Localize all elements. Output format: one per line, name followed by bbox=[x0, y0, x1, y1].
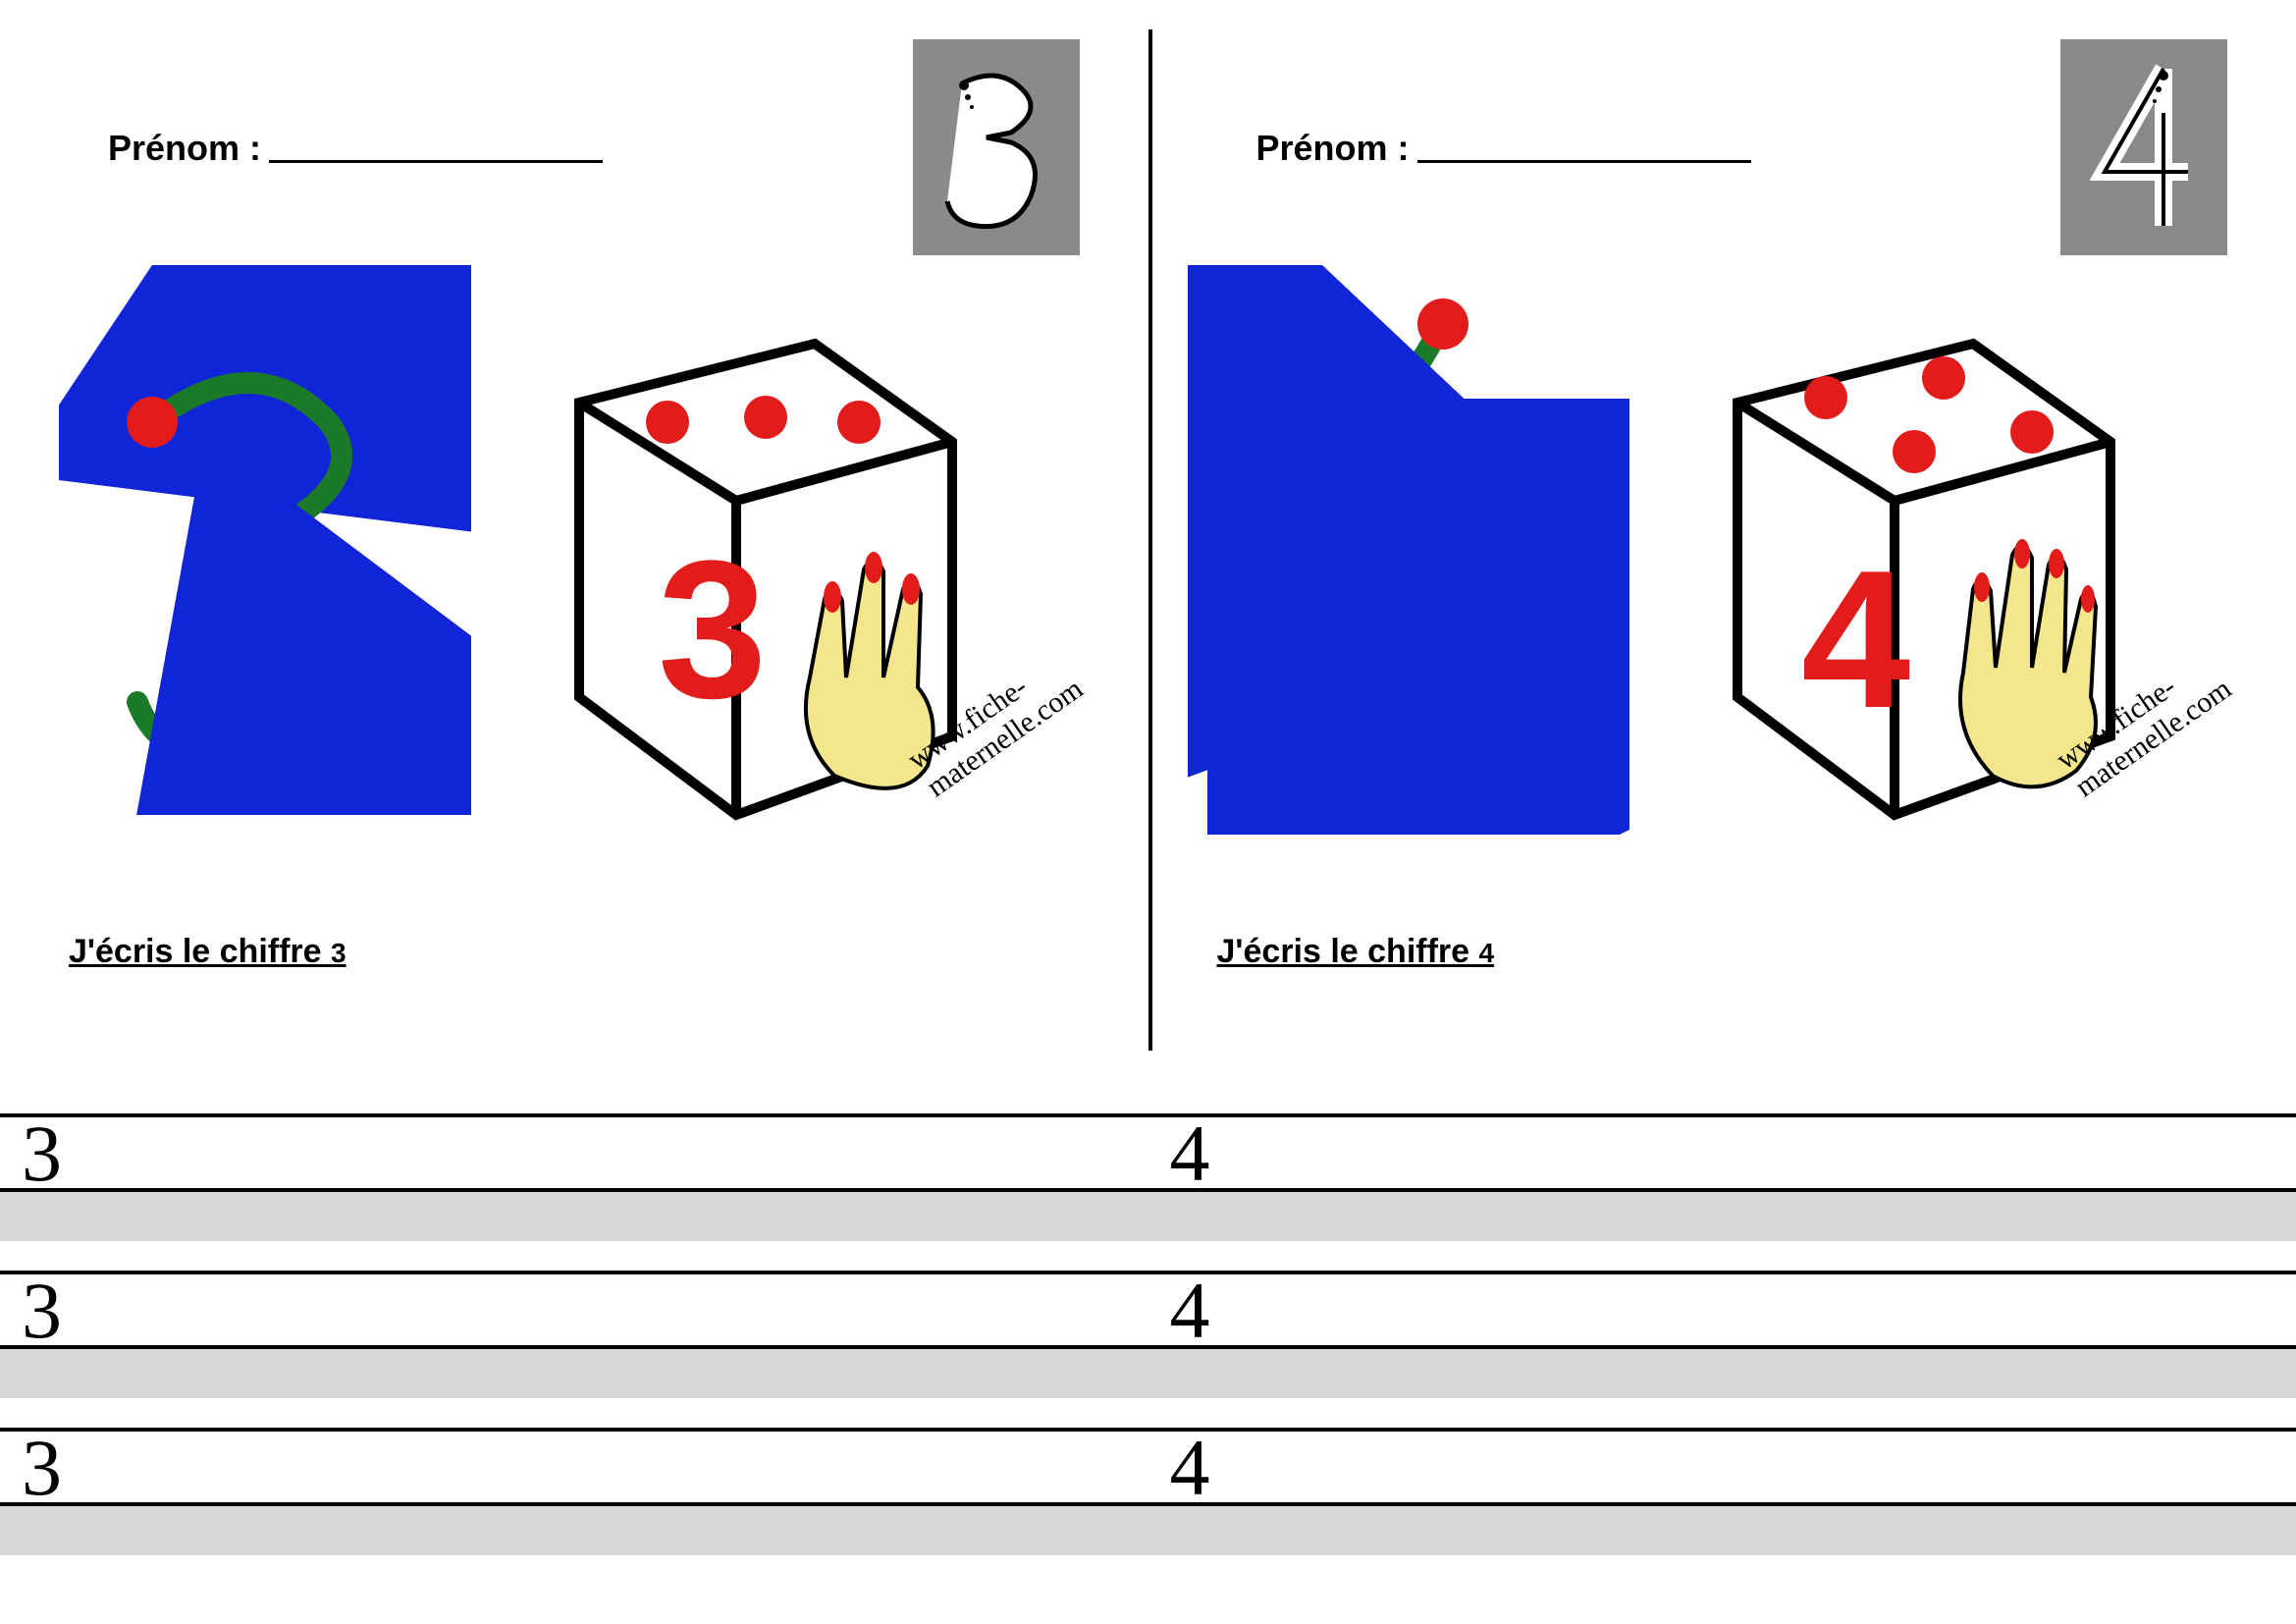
svg-text:3: 3 bbox=[658, 520, 767, 739]
digit-badge bbox=[2060, 39, 2227, 255]
name-input-line[interactable] bbox=[269, 160, 603, 163]
name-field[interactable]: Prénom : bbox=[1256, 128, 1751, 169]
badge-digit-4-icon bbox=[2080, 54, 2208, 241]
practice-lines-right[interactable]: 4 4 4 bbox=[1148, 1113, 2296, 1585]
trace-digit: 4 bbox=[1170, 1108, 1210, 1200]
name-label: Prénom : bbox=[1256, 128, 1410, 169]
trace-digit: 4 bbox=[1170, 1265, 1210, 1357]
write-title-num: 4 bbox=[1479, 938, 1495, 968]
trace-digit: 3 bbox=[22, 1265, 62, 1357]
write-title: J'écris le chiffre 3 bbox=[69, 933, 1099, 971]
badge-digit-3-icon bbox=[933, 54, 1060, 241]
illustration-area: 3 www.fiche-maternelle.com bbox=[49, 265, 1099, 893]
dice-3-icon: 3 bbox=[461, 285, 972, 835]
practice-row[interactable]: 4 bbox=[1148, 1428, 2296, 1585]
practice-row[interactable]: 4 bbox=[1148, 1271, 2296, 1428]
trace-digit: 3 bbox=[22, 1108, 62, 1200]
practice-row[interactable]: 3 bbox=[0, 1113, 1148, 1271]
write-title-prefix: J'écris le chiffre bbox=[1217, 933, 1479, 970]
how-to-write-3-icon bbox=[59, 265, 471, 815]
page-divider bbox=[1148, 29, 1152, 1051]
how-to-write-4-icon bbox=[1188, 265, 1629, 835]
illustration-area: 4 www.fiche-maternelle.com bbox=[1198, 265, 2248, 893]
practice-lines-left[interactable]: 3 3 3 bbox=[0, 1113, 1148, 1585]
digit-badge bbox=[913, 39, 1080, 255]
name-field[interactable]: Prénom : bbox=[108, 128, 603, 169]
practice-row[interactable]: 3 bbox=[0, 1428, 1148, 1585]
practice-row[interactable]: 4 bbox=[1148, 1113, 2296, 1271]
trace-digit: 3 bbox=[22, 1422, 62, 1514]
svg-text:4: 4 bbox=[1801, 530, 1910, 749]
write-title-num: 3 bbox=[331, 938, 347, 968]
write-title-prefix: J'écris le chiffre bbox=[69, 933, 331, 970]
trace-digit: 4 bbox=[1170, 1422, 1210, 1514]
name-input-line[interactable] bbox=[1417, 160, 1751, 163]
name-label: Prénom : bbox=[108, 128, 261, 169]
practice-row[interactable]: 3 bbox=[0, 1271, 1148, 1428]
write-title: J'écris le chiffre 4 bbox=[1217, 933, 2248, 971]
